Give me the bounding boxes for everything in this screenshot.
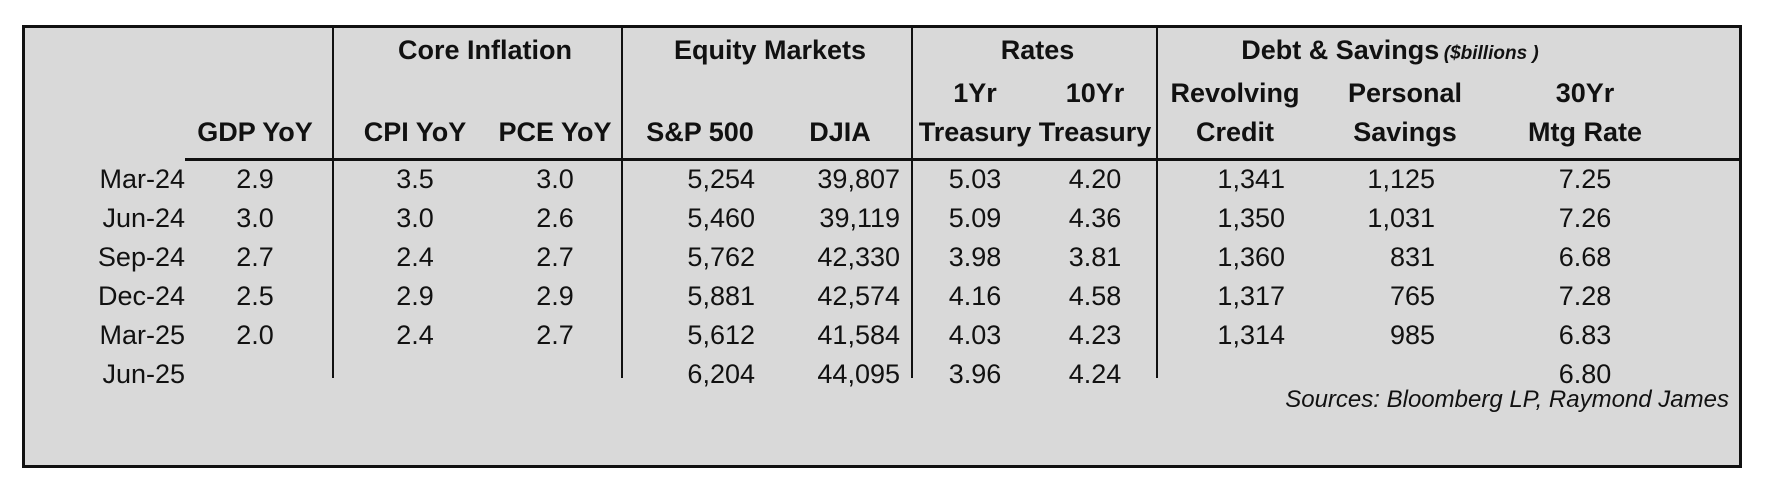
group-header-core-inflation: Core Inflation	[398, 35, 572, 65]
cell-10yr-treasury: 4.23	[1068, 320, 1122, 350]
cell-period: Jun-24	[102, 203, 185, 233]
source-note: Sources: Bloomberg LP, Raymond James	[1285, 386, 1729, 413]
col-header-djia: DJIA	[809, 117, 871, 147]
cell-cpi: 2.4	[396, 320, 434, 350]
column-divider	[332, 28, 334, 378]
cell-pce: 2.7	[536, 242, 574, 272]
cell-pce: 2.6	[536, 203, 574, 233]
col-header-10yr-line2: Treasury	[1038, 117, 1152, 147]
cell-revolving-credit: 1,341	[1217, 164, 1285, 194]
cell-30yr-mtg-rate: 6.83	[1558, 320, 1612, 350]
debt-savings-unit: ($billions )	[1443, 43, 1539, 64]
cell-period: Sep-24	[97, 242, 185, 272]
cell-revolving-credit: 1,317	[1217, 281, 1285, 311]
cell-gdp: 2.9	[236, 164, 274, 194]
cell-gdp: 3.0	[236, 203, 274, 233]
col-header-1yr-line1: 1Yr	[953, 78, 997, 108]
cell-personal-savings: 831	[1389, 242, 1435, 272]
cell-1yr-treasury: 5.09	[948, 203, 1002, 233]
cell-1yr-treasury: 3.96	[948, 359, 1002, 389]
cell-cpi: 3.0	[396, 203, 434, 233]
cell-pce: 3.0	[536, 164, 574, 194]
cell-sp500: 5,612	[687, 320, 755, 350]
cell-personal-savings: 1,125	[1367, 164, 1435, 194]
cell-sp500: 5,762	[687, 242, 755, 272]
col-header-mtg-line1: 30Yr	[1555, 78, 1615, 108]
cell-djia: 42,330	[817, 242, 900, 272]
cell-30yr-mtg-rate: 7.28	[1558, 281, 1612, 311]
col-header-1yr-line2: Treasury	[918, 117, 1032, 147]
cell-30yr-mtg-rate: 7.25	[1558, 164, 1612, 194]
cell-1yr-treasury: 4.16	[948, 281, 1002, 311]
cell-personal-savings: 1,031	[1367, 203, 1435, 233]
cell-period: Mar-24	[99, 164, 185, 194]
column-divider	[911, 28, 913, 378]
col-header-savings-line2: Savings	[1353, 117, 1457, 147]
cell-1yr-treasury: 4.03	[948, 320, 1002, 350]
col-header-cpi: CPI YoY	[363, 117, 467, 147]
col-header-pce: PCE YoY	[498, 117, 612, 147]
economic-data-table: Core Inflation Equity Markets Rates Debt…	[22, 25, 1742, 468]
column-divider	[621, 28, 623, 378]
cell-10yr-treasury: 4.58	[1068, 281, 1122, 311]
column-divider	[1156, 28, 1158, 378]
cell-gdp: 2.7	[236, 242, 274, 272]
cell-10yr-treasury: 4.20	[1068, 164, 1122, 194]
cell-djia: 39,807	[817, 164, 900, 194]
cell-personal-savings: 985	[1389, 320, 1435, 350]
cell-djia: 41,584	[817, 320, 900, 350]
cell-30yr-mtg-rate: 6.68	[1558, 242, 1612, 272]
col-header-gdp: GDP YoY	[197, 117, 313, 147]
header-divider	[185, 158, 1739, 161]
group-header-equity-markets: Equity Markets	[673, 35, 867, 65]
cell-djia: 44,095	[817, 359, 900, 389]
cell-period: Mar-25	[99, 320, 185, 350]
group-header-rates: Rates	[1000, 35, 1075, 65]
cell-10yr-treasury: 4.24	[1068, 359, 1122, 389]
cell-sp500: 5,881	[687, 281, 755, 311]
col-header-savings-line1: Personal	[1347, 78, 1463, 108]
cell-period: Jun-25	[102, 359, 185, 389]
col-header-10yr-line1: 10Yr	[1065, 78, 1125, 108]
cell-period: Dec-24	[97, 281, 185, 311]
col-header-mtg-line2: Mtg Rate	[1528, 117, 1642, 147]
cell-gdp: 2.0	[236, 320, 274, 350]
cell-gdp: 2.5	[236, 281, 274, 311]
cell-sp500: 6,204	[687, 359, 755, 389]
cell-1yr-treasury: 5.03	[948, 164, 1002, 194]
group-header-debt-savings: Debt & Savings ($billions )	[1155, 37, 1625, 64]
cell-djia: 42,574	[817, 281, 900, 311]
col-header-revolving-line1: Revolving	[1170, 78, 1300, 108]
cell-revolving-credit: 1,314	[1217, 320, 1285, 350]
col-header-revolving-line2: Credit	[1195, 117, 1274, 147]
cell-10yr-treasury: 4.36	[1068, 203, 1122, 233]
cell-cpi: 2.9	[396, 281, 434, 311]
cell-cpi: 2.4	[396, 242, 434, 272]
cell-pce: 2.9	[536, 281, 574, 311]
debt-savings-label: Debt & Savings	[1241, 35, 1440, 65]
cell-pce: 2.7	[536, 320, 574, 350]
cell-revolving-credit: 1,350	[1217, 203, 1285, 233]
cell-sp500: 5,460	[687, 203, 755, 233]
cell-1yr-treasury: 3.98	[948, 242, 1002, 272]
cell-cpi: 3.5	[396, 164, 434, 194]
cell-personal-savings: 765	[1389, 281, 1435, 311]
cell-djia: 39,119	[819, 203, 900, 233]
cell-30yr-mtg-rate: 7.26	[1558, 203, 1612, 233]
col-header-sp500: S&P 500	[646, 117, 754, 147]
cell-10yr-treasury: 3.81	[1068, 242, 1122, 272]
cell-30yr-mtg-rate: 6.80	[1558, 359, 1612, 389]
cell-revolving-credit: 1,360	[1217, 242, 1285, 272]
cell-sp500: 5,254	[687, 164, 755, 194]
